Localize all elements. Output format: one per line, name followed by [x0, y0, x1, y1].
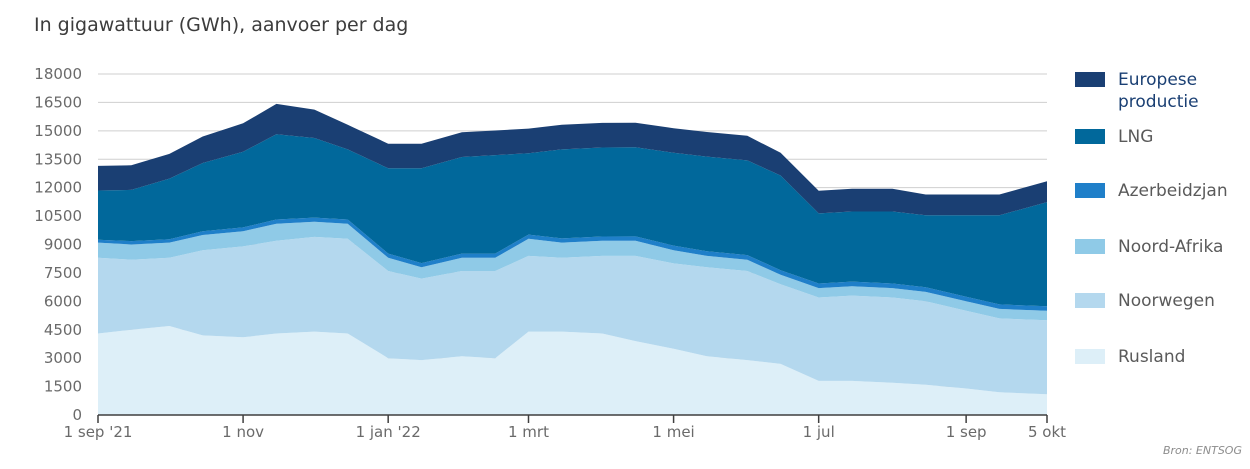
- x-tick-label: 1 jan '22: [356, 423, 421, 441]
- x-tick-label: 1 sep '21: [64, 423, 133, 441]
- x-tick-label: 5 okt: [1028, 423, 1066, 441]
- legend-label-europese-productie: productie: [1118, 92, 1199, 112]
- y-tick-label: 13500: [34, 150, 82, 168]
- y-tick-label: 12000: [34, 179, 82, 197]
- y-tick-label: 16500: [34, 93, 82, 111]
- legend-label-lng: LNG: [1118, 127, 1153, 147]
- x-tick-label: 1 jul: [803, 423, 835, 441]
- legend-swatch-noorwegen: [1075, 293, 1105, 308]
- area-rusland: [98, 326, 1047, 415]
- legend-swatch-europese-productie: [1075, 72, 1105, 87]
- y-tick-label: 10500: [34, 207, 82, 225]
- legend-swatch-lng: [1075, 129, 1105, 144]
- axes: 0 1500 3000 4500 6000 7500 9000 10500 12000 13500…: [34, 65, 1066, 441]
- area-europese-productie: [98, 103, 1047, 216]
- source-note: Bron: ENTSOG: [1162, 444, 1242, 457]
- x-tick-label: 1 mei: [652, 423, 694, 441]
- y-tick-label: 18000: [34, 65, 82, 83]
- y-tick-label: 3000: [44, 349, 82, 367]
- legend-swatch-noord-afrika: [1075, 239, 1105, 254]
- chart-subtitle: In gigawattuur (GWh), aanvoer per dag: [34, 14, 409, 36]
- y-tick-label: 1500: [44, 378, 82, 396]
- legend-label-noord-afrika: Noord-Afrika: [1118, 237, 1223, 257]
- y-tick-label: 6000: [44, 292, 82, 310]
- y-tick-label: 4500: [44, 321, 82, 339]
- y-tick-label: 0: [72, 406, 82, 424]
- x-tick-label: 1 sep: [946, 423, 987, 441]
- x-tick-label: 1 nov: [222, 423, 264, 441]
- legend-label-noorwegen: Noorwegen: [1118, 291, 1215, 311]
- x-tick-label: 1 mrt: [508, 423, 549, 441]
- area-lng: [98, 134, 1047, 307]
- legend-label-azerbeidzjan: Azerbeidzjan: [1118, 181, 1228, 201]
- area-noorwegen: [98, 236, 1047, 395]
- legend-label-europese-productie: Europese: [1118, 70, 1197, 90]
- y-tick-label: 9000: [44, 236, 82, 254]
- area-series: [98, 103, 1047, 415]
- legend-swatch-azerbeidzjan: [1075, 183, 1105, 198]
- y-tick-label: 7500: [44, 264, 82, 282]
- legend-swatch-rusland: [1075, 349, 1105, 364]
- legend-label-rusland: Rusland: [1118, 347, 1185, 367]
- y-tick-label: 15000: [34, 122, 82, 140]
